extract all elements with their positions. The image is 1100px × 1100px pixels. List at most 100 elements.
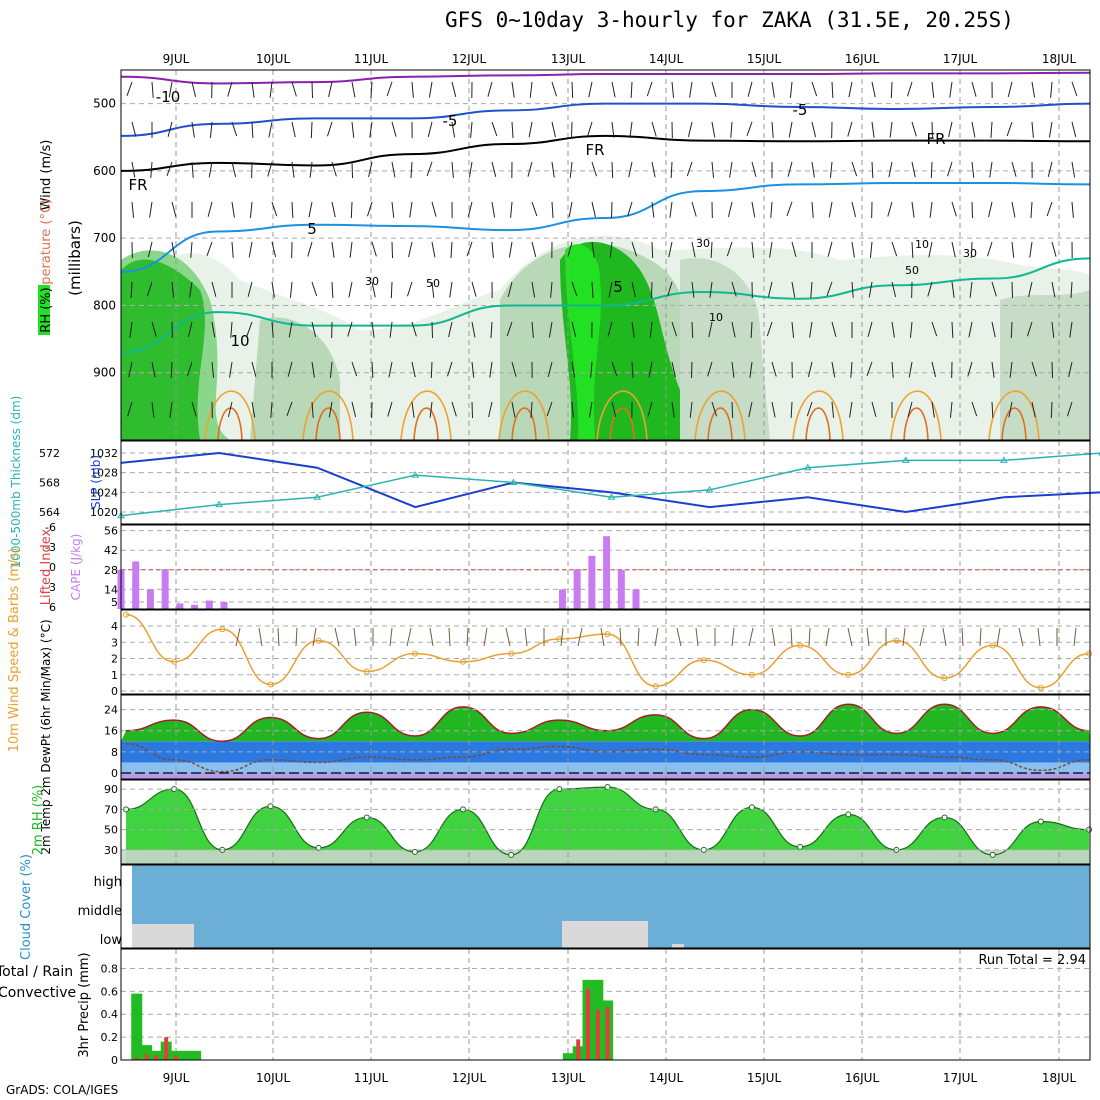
wind-barb: [530, 401, 533, 418]
wind-barb: [428, 81, 433, 98]
wind-tick: 3: [111, 636, 118, 649]
surface-wind-barb: [902, 627, 906, 647]
wind-barb: [1011, 281, 1014, 298]
wind-barb: [591, 161, 598, 177]
precip-convective-bar: [174, 1055, 178, 1060]
wind-barb: [167, 121, 173, 137]
precip-convective-bar: [154, 1055, 159, 1060]
wind-barb: [510, 201, 513, 218]
wind-barb: [311, 361, 315, 378]
wind-barb: [231, 121, 238, 137]
wind-barb: [370, 81, 373, 98]
wind-barb: [791, 321, 795, 338]
wind-barb: [671, 81, 675, 98]
precip-convective-bar: [164, 1037, 169, 1060]
surface-wind-barb: [1073, 627, 1077, 647]
wind-barb: [551, 121, 556, 138]
slp-thickness-panel: [120, 440, 1091, 525]
wind-barb: [571, 321, 577, 337]
cloud-panel: [120, 864, 1091, 949]
wind-barb: [751, 201, 756, 218]
wind-barb: [888, 161, 893, 178]
wind-barb: [230, 321, 233, 338]
isotherm-freezing-line: [120, 134, 1091, 172]
temperature-tick: 0: [111, 767, 118, 780]
wind-barb: [651, 161, 656, 178]
wind-barb: [126, 81, 133, 97]
cape-bar: [558, 589, 566, 609]
wind-barb: [869, 241, 873, 258]
wind-barb: [328, 401, 333, 418]
contour-label: 30: [696, 237, 710, 250]
wind-barb: [507, 281, 513, 297]
wind-barb: [511, 121, 514, 138]
precip-total-bar: [131, 993, 143, 1060]
wind-barb: [227, 81, 233, 97]
wind-barb: [231, 201, 235, 218]
wind-barb: [551, 161, 555, 178]
cape-bar: [617, 569, 625, 609]
wind-speed-point: [700, 657, 707, 664]
wind-barb: [326, 121, 333, 137]
wind-barb: [707, 361, 713, 377]
precip-tick: 0.6: [101, 985, 119, 998]
wind-barb: [731, 361, 735, 378]
wind-speed-point: [748, 671, 755, 678]
wind-barb: [411, 321, 417, 337]
day-label-bottom: 14JUL: [649, 1071, 684, 1085]
wind-barb: [668, 241, 673, 258]
wind-barb: [489, 361, 493, 378]
wind-barb: [170, 361, 173, 378]
wind-barb: [431, 241, 436, 258]
wind-barb: [991, 401, 994, 418]
wind-speed-point: [363, 668, 370, 675]
wind-barb: [631, 321, 635, 338]
wind10m-panel: [120, 609, 1091, 695]
wind-barb: [446, 361, 453, 377]
wind-barb: [1008, 401, 1013, 418]
contour-label: 50: [426, 277, 440, 290]
wind-barb: [506, 321, 513, 337]
wind-barb: [388, 361, 393, 378]
pressure-tick: 600: [93, 164, 116, 178]
day-label-top: 18JUL: [1042, 52, 1077, 66]
surface-wind-barb: [961, 627, 964, 647]
wind-barb: [627, 201, 633, 217]
rh-shade-saturated: [565, 244, 602, 440]
day-label-top: 17JUL: [943, 52, 978, 66]
wind-barb: [331, 241, 335, 258]
lifted-index-tick: -6: [45, 521, 56, 534]
wind-barb: [890, 81, 893, 98]
surface-wind-barb: [334, 627, 340, 647]
wind-barb: [931, 361, 937, 378]
rh-shade-humid: [121, 259, 205, 440]
slp-tick: 1020: [90, 506, 118, 519]
wind-barb: [951, 241, 956, 258]
cape-bar: [132, 561, 140, 609]
wind-barb: [229, 361, 233, 378]
wind-barb: [909, 321, 913, 338]
wind-barb: [749, 361, 753, 378]
isotherm-20-line: [315, 407, 341, 441]
surface-wind-barb: [654, 627, 659, 647]
surface-wind-barb: [524, 627, 528, 647]
wind-barb: [930, 161, 933, 178]
wind-barb: [847, 121, 853, 137]
wind-barb: [528, 121, 533, 138]
wind-barb: [531, 281, 536, 298]
wind-barb: [411, 81, 414, 98]
wind-barb: [951, 281, 955, 298]
wind-barb: [809, 321, 813, 338]
surface-wind-barb: [847, 627, 853, 647]
wind-barb: [171, 241, 176, 258]
surface-wind-barb: [919, 627, 925, 647]
wind-barb: [969, 281, 973, 298]
wind-barb: [131, 201, 135, 218]
wind-barb: [291, 161, 295, 178]
precip-convective-bar: [576, 1039, 581, 1060]
wind-barb: [471, 321, 476, 338]
isotherm-15-line: [890, 390, 942, 441]
wind-barb: [1028, 281, 1033, 298]
wind-barb: [231, 161, 237, 178]
day-label-bottom: 9JUL: [163, 1071, 190, 1085]
